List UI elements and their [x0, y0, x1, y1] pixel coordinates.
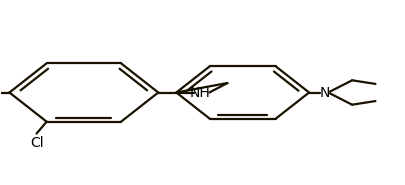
Text: NH: NH: [190, 85, 211, 100]
Text: N: N: [319, 85, 330, 100]
Text: Cl: Cl: [30, 136, 43, 150]
